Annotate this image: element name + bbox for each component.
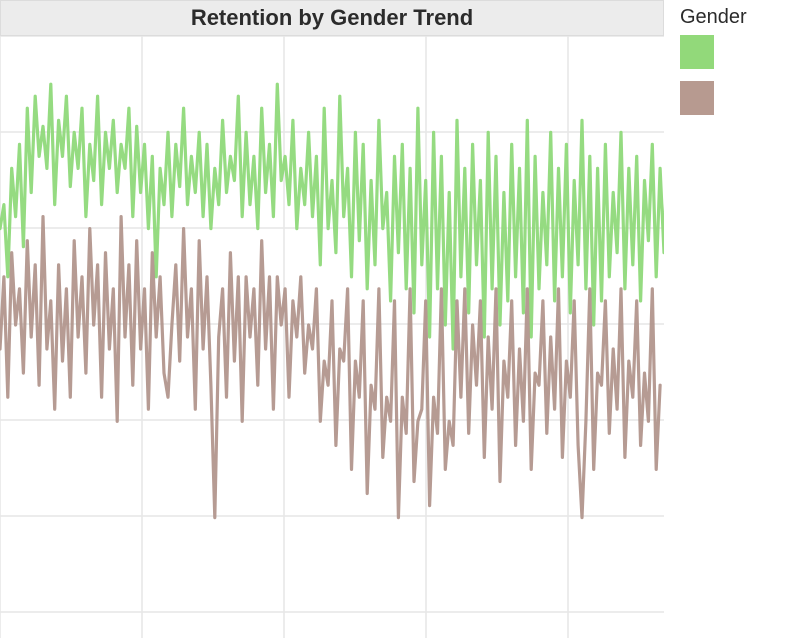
legend: Gender: [680, 6, 800, 127]
chart-title: Retention by Gender Trend: [191, 5, 473, 31]
chart-plot-area: [0, 36, 664, 638]
chart-title-bar: Retention by Gender Trend: [0, 0, 664, 36]
legend-swatch-1: [680, 81, 714, 115]
legend-title: Gender: [680, 6, 800, 29]
chart-container: Retention by Gender Trend Gender: [0, 0, 808, 638]
legend-swatch-0: [680, 35, 714, 69]
chart-svg: [0, 36, 664, 638]
